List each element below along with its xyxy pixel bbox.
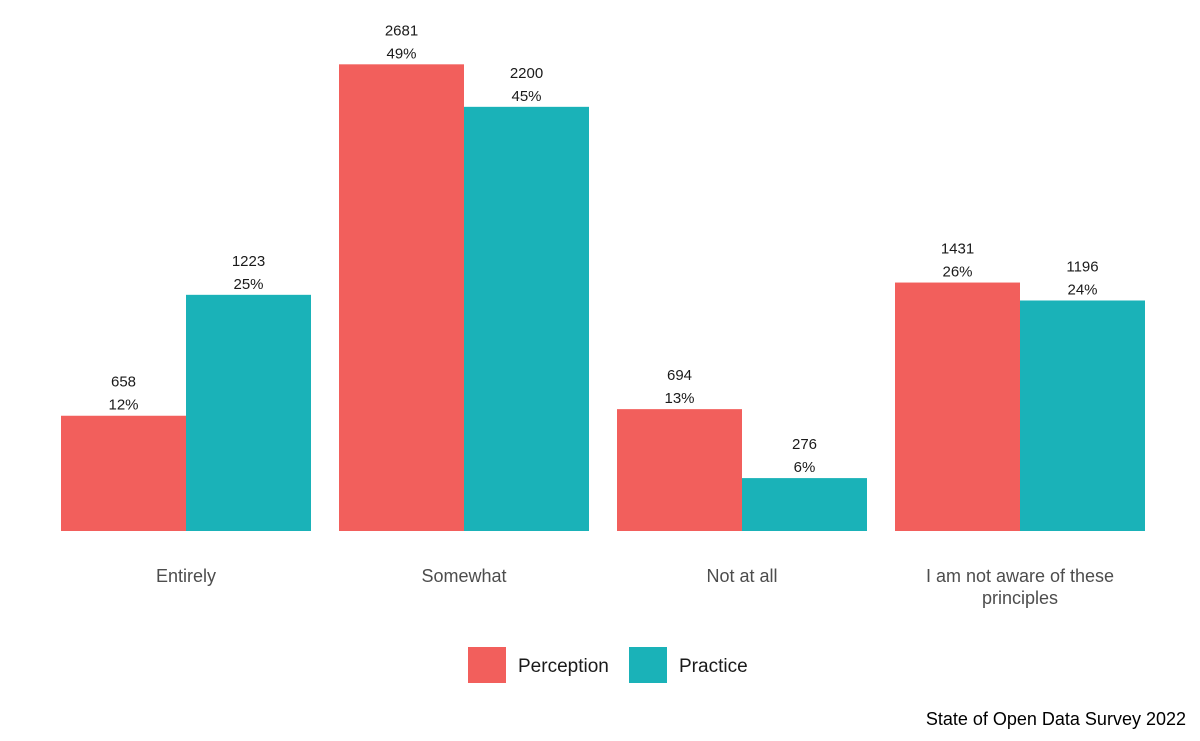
category-label-somewhat: Somewhat [421, 566, 506, 586]
category-label-i-am-not-aware-of-these-principles: I am not aware of these principles [926, 566, 1114, 608]
bar-count-label-perception-not-at-all: 694 [667, 367, 692, 384]
bar-perception-i-am-not-aware-of-these-principles [895, 282, 1020, 531]
bar-perception-somewhat [339, 64, 464, 531]
category-label-not-at-all: Not at all [706, 566, 777, 586]
bar-percent-label-perception-i-am-not-aware-of-these-principles: 26% [942, 264, 972, 281]
bar-count-label-practice-i-am-not-aware-of-these-principles: 1196 [1066, 258, 1098, 275]
chart-caption: State of Open Data Survey 2022 [926, 709, 1186, 729]
legend: Perception Practice [468, 647, 748, 683]
bar-count-label-practice-somewhat: 2200 [510, 65, 543, 82]
bar-value-labels: 658 12% 1223 25% 2681 49% 2200 45% 694 13% 276 6% 14… [108, 22, 1098, 476]
category-label-entirely: Entirely [156, 566, 216, 586]
bar-percent-label-practice-somewhat: 45% [511, 88, 541, 105]
legend-key-perception [468, 647, 506, 683]
bar-percent-label-perception-entirely: 12% [108, 397, 138, 414]
bar-count-label-practice-not-at-all: 276 [792, 436, 817, 453]
bar-percent-label-perception-not-at-all: 13% [664, 390, 694, 407]
bar-percent-label-practice-not-at-all: 6% [794, 459, 816, 476]
category-axis: Entirely Somewhat Not at all I am not aware… [156, 566, 1114, 608]
bar-perception-not-at-all [617, 409, 742, 531]
bars [61, 64, 1145, 531]
bar-count-label-perception-somewhat: 2681 [385, 22, 418, 39]
bar-percent-label-practice-entirely: 25% [233, 276, 263, 293]
bar-percent-label-perception-somewhat: 49% [386, 45, 416, 62]
bar-practice-i-am-not-aware-of-these-principles [1020, 300, 1145, 531]
bar-practice-somewhat [464, 106, 589, 531]
bar-count-label-practice-entirely: 1223 [232, 253, 265, 270]
legend-label-perception: Perception [518, 656, 609, 677]
bar-practice-entirely [186, 294, 311, 531]
bar-perception-entirely [61, 415, 186, 531]
legend-key-practice [629, 647, 667, 683]
bar-count-label-perception-entirely: 658 [111, 374, 136, 391]
bar-percent-label-practice-i-am-not-aware-of-these-principles: 24% [1067, 281, 1097, 298]
bar-practice-not-at-all [742, 478, 867, 531]
legend-label-practice: Practice [679, 656, 748, 677]
bar-count-label-perception-i-am-not-aware-of-these-principles: 1431 [941, 241, 974, 258]
